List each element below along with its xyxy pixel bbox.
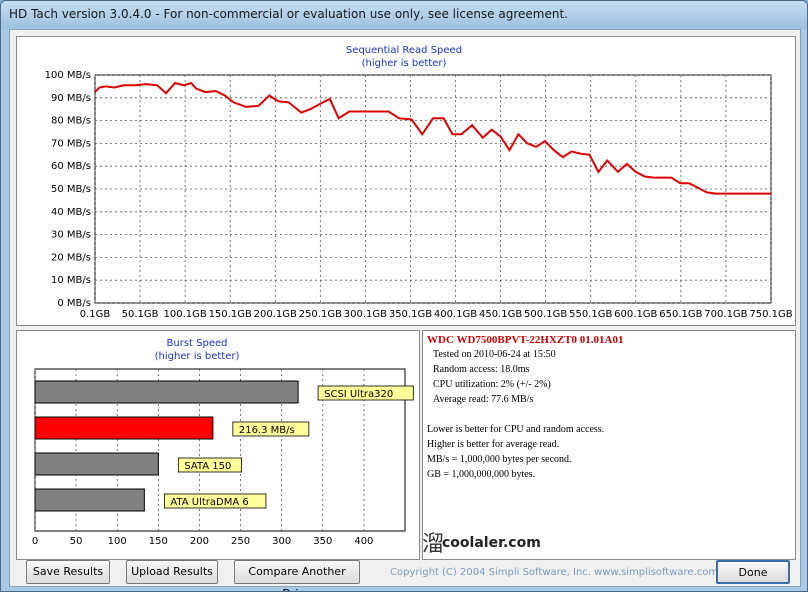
x-tick-label: 50.1GB bbox=[122, 309, 159, 320]
x-tick-label: 100.1GB bbox=[164, 309, 207, 320]
burst-x-tick-label: 100 bbox=[108, 536, 127, 547]
plot-area bbox=[94, 74, 772, 304]
y-tick-label: 20 MB/s bbox=[51, 252, 91, 263]
upload-results-button[interactable]: Upload Results bbox=[126, 560, 218, 584]
x-tick-label: 200.1GB bbox=[254, 309, 297, 320]
save-results-button[interactable]: Save Results bbox=[26, 560, 110, 584]
burst-bar-label: ATA UltraDMA 6 bbox=[170, 497, 248, 508]
burst-bar bbox=[34, 452, 159, 476]
client-area: Sequential Read Speed (higher is better)… bbox=[9, 29, 801, 591]
burst-label-box bbox=[317, 385, 414, 401]
burst-x-tick-label: 200 bbox=[190, 536, 209, 547]
y-tick-label: 40 MB/s bbox=[51, 207, 91, 218]
read-speed-line bbox=[94, 81, 771, 195]
burst-bar-label: SCSI Ultra320 bbox=[324, 389, 393, 400]
x-tick-label: 700.1GB bbox=[704, 309, 747, 320]
burst-bar bbox=[34, 380, 299, 404]
note-mbs: MB/s = 1,000,000 bytes per second. bbox=[427, 454, 572, 465]
y-tick-label: 80 MB/s bbox=[51, 116, 91, 127]
title-bar[interactable]: HD Tach version 3.0.4.0 - For non-commer… bbox=[1, 1, 807, 29]
y-tick-label: 60 MB/s bbox=[51, 161, 91, 172]
burst-bar-label: SATA 150 bbox=[184, 461, 231, 472]
x-tick-label: 350.1GB bbox=[389, 309, 432, 320]
y-tick-label: 50 MB/s bbox=[51, 184, 91, 195]
sequential-read-chart: Sequential Read Speed (higher is better)… bbox=[45, 45, 793, 320]
burst-label-box bbox=[232, 421, 310, 437]
x-tick-label: 150.1GB bbox=[209, 309, 252, 320]
note-gb: GB = 1,000,000,000 bytes. bbox=[427, 469, 536, 480]
x-tick-label: 750.1GB bbox=[749, 309, 792, 320]
compare-drive-button[interactable]: Compare Another Drive bbox=[234, 560, 360, 591]
x-tick-label: 0.1GB bbox=[80, 309, 111, 320]
x-tick-label: 600.1GB bbox=[614, 309, 657, 320]
burst-chart-title: Burst Speed bbox=[167, 338, 228, 349]
y-tick-label: 0 MB/s bbox=[57, 298, 91, 309]
average-read: Average read: 77.6 MB/s bbox=[433, 394, 534, 405]
x-tick-label: 250.1GB bbox=[299, 309, 342, 320]
burst-x-tick-label: 250 bbox=[231, 536, 250, 547]
x-tick-label: 450.1GB bbox=[479, 309, 522, 320]
drive-model: WDC WD7500BPVT-22HXZT0 01.01A01 bbox=[427, 334, 624, 346]
seq-chart-subtitle: (higher is better) bbox=[362, 58, 447, 69]
burst-x-tick-label: 50 bbox=[70, 536, 83, 547]
watermark-logo-icon: 溜 bbox=[422, 532, 445, 557]
burst-label-box bbox=[177, 457, 242, 473]
burst-x-tick-label: 0 bbox=[32, 536, 38, 547]
copyright-text: Copyright (C) 2004 Simpli Software, Inc.… bbox=[390, 567, 719, 578]
burst-bar bbox=[34, 416, 214, 440]
x-tick-label: 650.1GB bbox=[659, 309, 702, 320]
burst-x-tick-label: 350 bbox=[313, 536, 332, 547]
cpu-utilization: CPU utilization: 2% (+/- 2%) bbox=[433, 379, 551, 390]
burst-x-tick-label: 150 bbox=[149, 536, 168, 547]
y-tick-label: 30 MB/s bbox=[51, 230, 91, 241]
x-tick-label: 500.1GB bbox=[524, 309, 567, 320]
note-average: Higher is better for average read. bbox=[427, 439, 560, 450]
watermark-text: coolaler.com bbox=[442, 535, 541, 551]
burst-x-tick-label: 300 bbox=[272, 536, 291, 547]
y-tick-label: 100 MB/s bbox=[45, 70, 91, 81]
random-access: Random access: 18.0ms bbox=[433, 364, 530, 375]
drive-info-panel: WDC WD7500BPVT-22HXZT0 01.01A01 Tested o… bbox=[422, 330, 796, 560]
burst-bar bbox=[34, 488, 145, 512]
x-tick-label: 400.1GB bbox=[434, 309, 477, 320]
sequential-read-panel: Sequential Read Speed (higher is better)… bbox=[16, 36, 796, 326]
burst-x-tick-label: 400 bbox=[354, 536, 373, 547]
y-tick-label: 10 MB/s bbox=[51, 275, 91, 286]
burst-chart-subtitle: (higher is better) bbox=[155, 351, 240, 362]
x-tick-label: 300.1GB bbox=[344, 309, 387, 320]
x-tick-label: 550.1GB bbox=[569, 309, 612, 320]
tested-date: Tested on 2010-06-24 at 15:50 bbox=[433, 349, 556, 360]
seq-chart-title: Sequential Read Speed bbox=[346, 45, 462, 56]
y-tick-label: 70 MB/s bbox=[51, 138, 91, 149]
done-button[interactable]: Done bbox=[716, 560, 790, 584]
burst-speed-chart: Burst Speed (higher is better) 0 50 100 150… bbox=[32, 338, 414, 547]
burst-bar-label: 216.3 MB/s bbox=[239, 425, 295, 436]
y-tick-label: 90 MB/s bbox=[51, 93, 91, 104]
window-title: HD Tach version 3.0.4.0 - For non-commer… bbox=[9, 7, 568, 21]
burst-speed-panel: Burst Speed (higher is better) 0 50 100 150… bbox=[16, 330, 420, 560]
note-cpu: Lower is better for CPU and random acces… bbox=[427, 424, 605, 435]
burst-label-box bbox=[163, 493, 267, 509]
